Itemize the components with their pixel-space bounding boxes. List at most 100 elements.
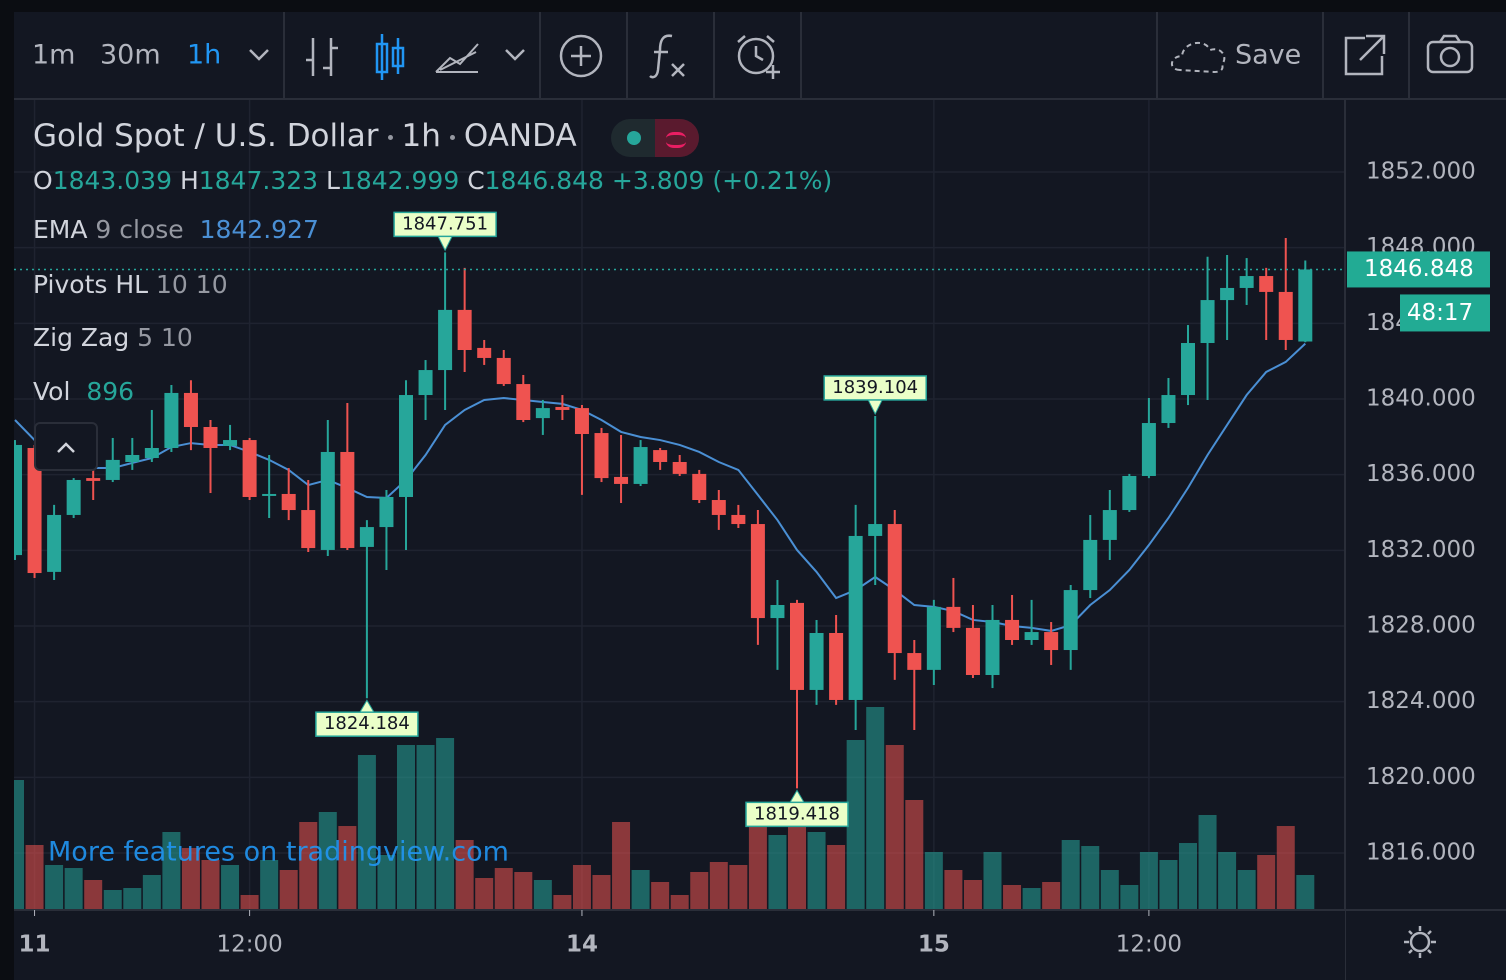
candle-body <box>144 447 159 459</box>
cloud-icon[interactable] <box>1171 41 1226 74</box>
axes: 1816.000 1820.000 1824.000 1828.000 1832.000… <box>19 158 1490 958</box>
volume-bar <box>983 851 1002 910</box>
candle-body <box>829 633 844 700</box>
volume-bar <box>162 831 181 910</box>
candle-body <box>633 447 648 484</box>
ohlc-letter: O <box>33 166 53 195</box>
last-price-box <box>1347 251 1490 288</box>
collapse-legend-button[interactable] <box>34 422 98 471</box>
volume-bar <box>827 845 846 910</box>
collapse-icon <box>57 442 75 453</box>
candle-body <box>535 408 550 419</box>
volume-bar <box>846 740 865 910</box>
snapshot-button[interactable] <box>1426 34 1474 74</box>
candle-body <box>418 370 433 396</box>
alert-button[interactable] <box>737 35 780 79</box>
volume-bar <box>1159 860 1178 910</box>
y-tick-label: 1824.000 <box>1366 688 1476 714</box>
volume-bar <box>377 855 396 910</box>
toolbar-dividers <box>283 12 1410 99</box>
volume-bar <box>416 745 435 910</box>
volume-bar <box>670 895 689 910</box>
time-axis <box>14 910 1345 980</box>
volume-bar <box>436 738 455 910</box>
volume-bar <box>572 865 591 910</box>
candle-body <box>125 454 140 462</box>
area-icon[interactable] <box>435 43 479 73</box>
volume-bar <box>748 821 767 910</box>
candle-body <box>1083 539 1098 591</box>
interval-button[interactable]: 1m <box>32 40 75 71</box>
volume-bar <box>338 826 357 910</box>
pivot-label: 1847.751 <box>402 213 488 234</box>
volume-bar <box>240 895 259 910</box>
candle-body <box>848 535 863 700</box>
indicator-name: Pivots HL <box>33 270 149 299</box>
candles-icon[interactable] <box>375 34 405 80</box>
candle-body <box>1005 619 1020 640</box>
settings-button[interactable] <box>1404 926 1436 958</box>
symbol-title: Gold Spot / U.S. Dollar <box>33 118 379 154</box>
candle-body <box>1278 291 1293 340</box>
bars-icon[interactable] <box>306 38 338 76</box>
candle-body <box>164 392 179 448</box>
pivot-label-box <box>823 375 927 401</box>
y-tick-label: 1828.000 <box>1366 613 1476 639</box>
watermark[interactable]: More features on tradingview.com <box>48 837 509 868</box>
candle-body <box>1141 423 1156 476</box>
save-button[interactable]: Save <box>1235 40 1301 71</box>
x-tick-label: 14 <box>566 932 598 958</box>
candle-body <box>711 500 726 515</box>
pivot-label-box <box>315 711 419 737</box>
candle-body <box>86 478 101 481</box>
volume-bar <box>142 875 161 910</box>
volume-bar <box>1120 885 1139 910</box>
pivot-label: 1819.418 <box>754 803 840 824</box>
y-tick-label: 1852.000 <box>1366 158 1476 184</box>
candle-body <box>946 606 961 628</box>
indicator-value: 896 <box>86 377 135 406</box>
pivot-label-box <box>393 211 497 238</box>
candle-body <box>399 395 413 497</box>
volume-bar <box>14 780 24 910</box>
y-tick-label: 1820.000 <box>1366 764 1476 790</box>
candle-body <box>262 493 277 496</box>
interval-button[interactable]: 1h <box>187 40 221 71</box>
candle-body <box>14 444 22 556</box>
change-value: +3.809 (+0.21%) <box>611 166 833 195</box>
volume-bar <box>729 865 748 910</box>
volume-bar <box>494 868 513 910</box>
candle-body <box>790 602 804 690</box>
candle-body <box>965 627 980 675</box>
candle-body <box>27 447 42 574</box>
pivot-label: 1824.184 <box>324 713 410 734</box>
popout-button[interactable] <box>1344 34 1386 76</box>
volume-bar <box>1139 851 1158 910</box>
volume-bar <box>905 800 924 910</box>
interval-button[interactable]: 30m <box>100 40 161 71</box>
market-status[interactable] <box>610 118 699 157</box>
volume-bar <box>788 815 806 910</box>
ohlc-value: 1843.039 <box>52 166 172 195</box>
candle-body <box>281 493 296 511</box>
volume-bar <box>768 835 787 910</box>
chart-type-dropdown[interactable] <box>505 49 525 61</box>
volume-bar <box>963 880 982 910</box>
compare-button[interactable] <box>559 34 603 78</box>
volume-bar <box>1296 875 1315 910</box>
volume-bar <box>924 851 943 910</box>
candle-body <box>496 357 511 385</box>
volume-bar <box>1022 888 1041 910</box>
x-tick-label: 12:00 <box>216 932 282 958</box>
volume-bar <box>631 870 650 910</box>
volume-bar <box>221 865 240 910</box>
volume-bar <box>397 745 415 910</box>
volume-bar <box>1003 885 1022 910</box>
legend-ohlc: O1843.039 H1847.323 L1842.999 C1846.848 … <box>33 166 832 196</box>
interval-dropdown[interactable] <box>249 49 269 61</box>
candle-body <box>1024 632 1039 640</box>
ohlc-value: 1846.848 <box>484 166 604 195</box>
indicators-button[interactable] <box>649 34 685 79</box>
volume-bar <box>279 870 298 910</box>
